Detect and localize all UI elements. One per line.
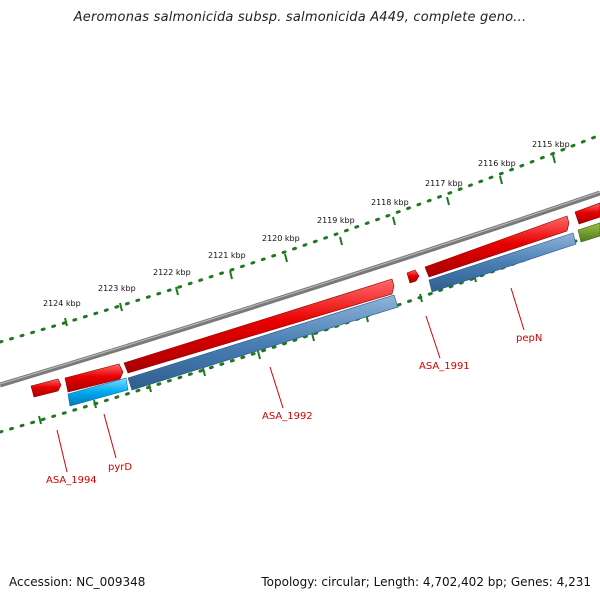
genome-summary-text: Topology: circular; Length: 4,702,402 bp… xyxy=(261,575,591,589)
cds-edge-green-bar[interactable] xyxy=(577,222,600,243)
ruler-label: 2117 kbp xyxy=(425,179,463,188)
gene-label-pyrd[interactable]: pyrD xyxy=(108,462,132,473)
cds-pepn-bar[interactable] xyxy=(428,232,577,293)
ruler-label: 2115 kbp xyxy=(532,140,570,149)
genome-backbone xyxy=(0,190,600,388)
feature-asa-1992-arrow[interactable] xyxy=(123,278,395,374)
label-callouts xyxy=(56,287,525,473)
gene-labels: ASA_1994 pyrD ASA_1992 ASA_1991 pepN xyxy=(46,333,542,486)
cds-pyrd-bar[interactable] xyxy=(67,377,129,407)
ruler-label: 2119 kbp xyxy=(317,216,355,225)
inner-ruler-track xyxy=(0,230,600,434)
gene-label-pepn[interactable]: pepN xyxy=(516,333,542,344)
feature-asa-1991-arrow[interactable] xyxy=(406,269,420,284)
outer-ruler-track xyxy=(0,133,600,344)
feature-edge-arrow[interactable] xyxy=(574,202,600,225)
ruler-label: 2118 kbp xyxy=(371,198,409,207)
ruler-label: 2116 kbp xyxy=(478,159,516,168)
map-title: Aeromonas salmonicida subsp. salmonicida… xyxy=(73,10,527,25)
gene-label-asa-1992[interactable]: ASA_1992 xyxy=(262,411,313,422)
feature-pyrd-arrow[interactable] xyxy=(64,363,124,393)
gene-label-asa-1994[interactable]: ASA_1994 xyxy=(46,475,97,486)
ruler-labels: 2124 kbp 2123 kbp 2122 kbp 2121 kbp 2120… xyxy=(43,140,570,308)
feature-asa-1994-arrow[interactable] xyxy=(30,378,62,398)
cds-features xyxy=(67,222,600,407)
ruler-label: 2121 kbp xyxy=(208,251,246,260)
outer-ruler-major-ticks xyxy=(64,154,556,327)
ruler-label: 2124 kbp xyxy=(43,299,81,308)
feature-pepn-arrow[interactable] xyxy=(424,215,570,278)
accession-text: Accession: NC_009348 xyxy=(9,575,146,589)
forward-features xyxy=(30,202,600,398)
ruler-label: 2120 kbp xyxy=(262,234,300,243)
ruler-label: 2122 kbp xyxy=(153,268,191,277)
cds-asa-1992-bar[interactable] xyxy=(127,294,399,391)
ruler-label: 2123 kbp xyxy=(98,284,136,293)
gene-label-asa-1991[interactable]: ASA_1991 xyxy=(419,361,470,372)
